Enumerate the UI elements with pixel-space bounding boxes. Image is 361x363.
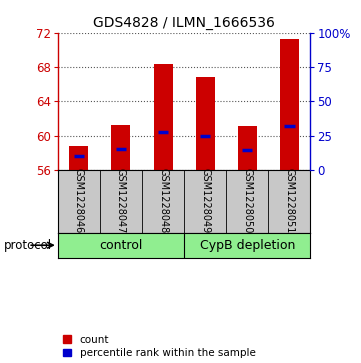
Text: GSM1228050: GSM1228050: [242, 168, 252, 233]
Text: control: control: [99, 239, 143, 252]
Text: GSM1228046: GSM1228046: [74, 168, 84, 233]
Text: CypB depletion: CypB depletion: [200, 239, 295, 252]
Legend: count, percentile rank within the sample: count, percentile rank within the sample: [63, 335, 256, 358]
Bar: [238, 126, 257, 170]
Text: GSM1228048: GSM1228048: [158, 168, 168, 233]
Title: GDS4828 / ILMN_1666536: GDS4828 / ILMN_1666536: [93, 16, 275, 30]
Bar: [280, 39, 299, 170]
Bar: [184, 233, 310, 258]
Bar: [112, 125, 130, 170]
Text: GSM1228049: GSM1228049: [200, 168, 210, 233]
Bar: [69, 146, 88, 170]
Bar: [196, 77, 215, 170]
Text: GSM1228047: GSM1228047: [116, 168, 126, 233]
Text: protocol: protocol: [4, 239, 52, 252]
Bar: [58, 233, 184, 258]
Bar: [153, 64, 173, 170]
Text: GSM1228051: GSM1228051: [284, 168, 295, 233]
